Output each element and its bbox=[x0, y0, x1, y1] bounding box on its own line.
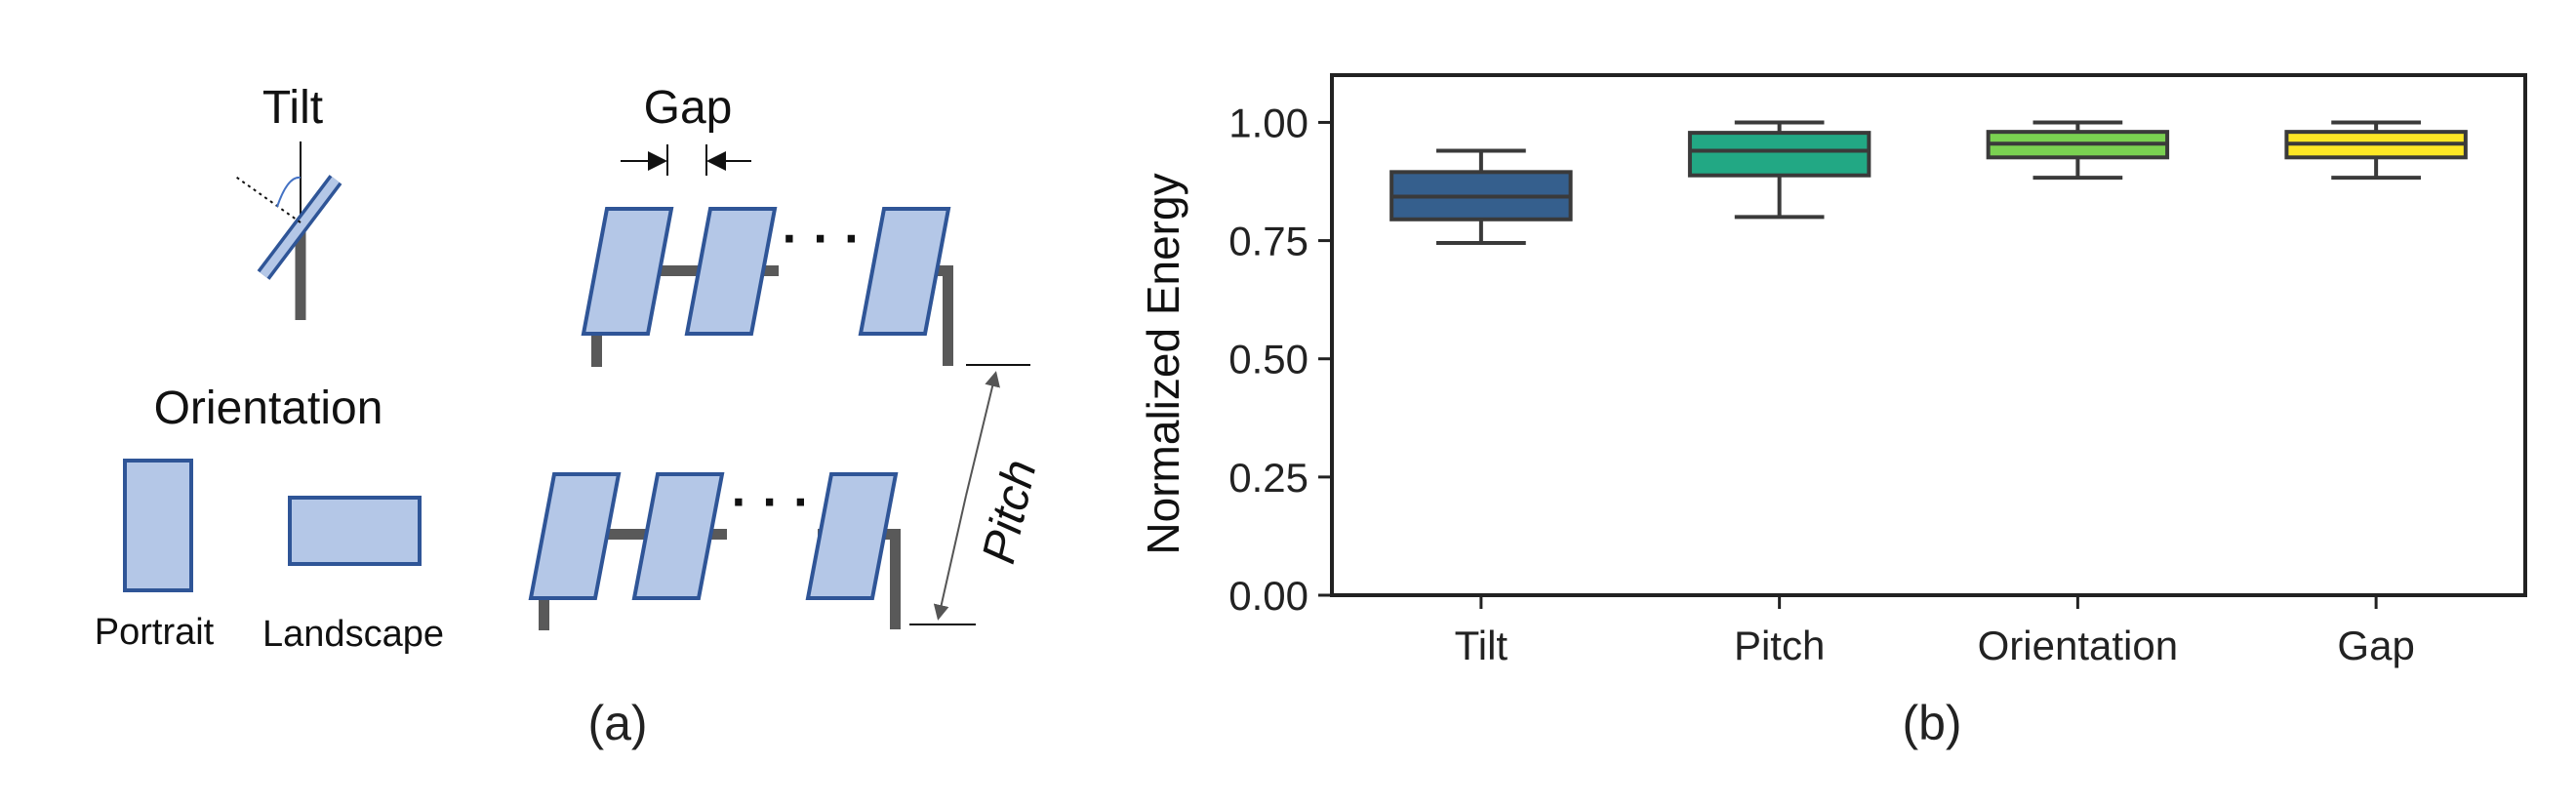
front-row-ellipsis: · · · bbox=[783, 211, 862, 267]
tilt-label: Tilt bbox=[262, 82, 323, 134]
chart-axes: 0.00 0.25 0.50 0.75 1.00 Tilt Pitch Orientation… bbox=[1228, 73, 2527, 668]
x-tick-label-3: Gap bbox=[2337, 623, 2414, 668]
y-tick-label-3: 0.75 bbox=[1228, 219, 1308, 264]
pitch-label: Pitch bbox=[973, 456, 1047, 569]
pitch-indicator: Pitch bbox=[909, 364, 1047, 625]
back-row-ellipsis: · · · bbox=[732, 474, 811, 531]
front-panel-row: · · · bbox=[581, 207, 953, 367]
portrait-label: Portrait bbox=[95, 612, 215, 653]
caption-b: (b) bbox=[1902, 696, 1962, 750]
box-plot-chart: 0.00 0.25 0.50 0.75 1.00 Tilt Pitch Orientation… bbox=[1138, 73, 2527, 668]
orientation-illustration: Orientation Portrait Landscape bbox=[95, 382, 444, 655]
back-panel-3 bbox=[805, 472, 899, 600]
back-row-left-post bbox=[539, 595, 549, 630]
pitch-arrow-up bbox=[965, 371, 1000, 497]
front-row-right-post bbox=[943, 265, 953, 366]
landscape-label: Landscape bbox=[262, 614, 444, 655]
y-axis-label: Normalized Energy bbox=[1138, 173, 1188, 554]
chart-boxes bbox=[1389, 120, 2468, 246]
gap-label: Gap bbox=[644, 82, 733, 134]
plot-frame bbox=[1330, 73, 2527, 597]
back-panel-row: · · · bbox=[528, 472, 901, 630]
tilt-angle-arc bbox=[276, 176, 302, 208]
y-tick-label-0: 0.00 bbox=[1228, 573, 1308, 619]
configuration-diagram: Tilt Gap · · · · · · bbox=[95, 82, 1047, 655]
x-tick-label-0: Tilt bbox=[1455, 623, 1509, 668]
y-tick-label-4: 1.00 bbox=[1228, 100, 1308, 145]
landscape-panel bbox=[288, 496, 422, 566]
box-1 bbox=[1687, 131, 1872, 178]
back-row-right-post bbox=[890, 529, 901, 629]
orientation-label: Orientation bbox=[154, 382, 383, 434]
tilt-panel bbox=[260, 177, 340, 278]
back-panel-2 bbox=[631, 472, 725, 600]
y-tick-label-2: 0.50 bbox=[1228, 337, 1308, 382]
portrait-panel bbox=[123, 459, 193, 592]
back-panel-1 bbox=[528, 472, 622, 600]
front-panel-3 bbox=[858, 207, 951, 336]
y-tick-label-1: 0.25 bbox=[1228, 455, 1308, 501]
pitch-arrow-down bbox=[933, 495, 967, 621]
front-panel-1 bbox=[581, 207, 674, 336]
tilt-illustration: Tilt bbox=[233, 82, 342, 320]
x-tick-label-1: Pitch bbox=[1734, 623, 1825, 668]
x-tick-label-2: Orientation bbox=[1978, 623, 2178, 668]
gap-indicator: Gap bbox=[621, 82, 751, 176]
front-panel-2 bbox=[684, 207, 778, 336]
front-row-left-post bbox=[591, 332, 602, 367]
caption-a: (a) bbox=[587, 696, 648, 750]
